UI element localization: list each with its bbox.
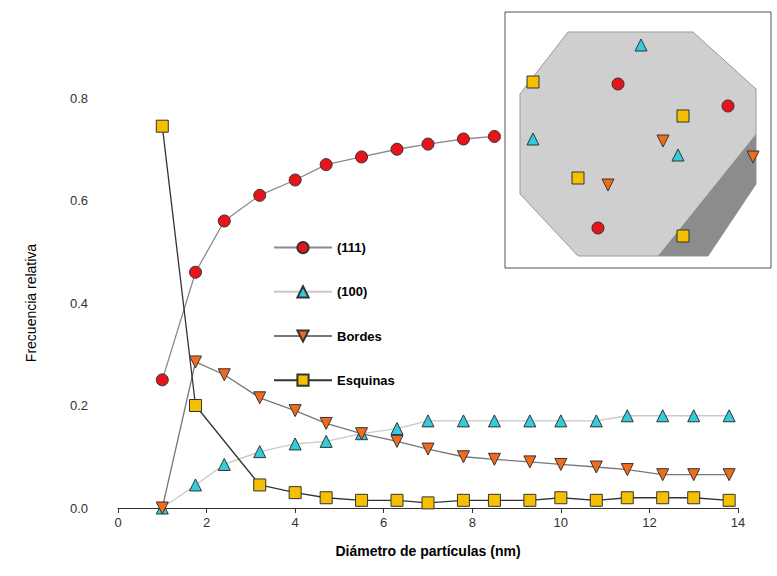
- svg-text:0.2: 0.2: [70, 398, 88, 413]
- svg-text:(111): (111): [337, 240, 366, 255]
- svg-text:Diámetro de partículas (nm): Diámetro de partículas (nm): [335, 543, 520, 559]
- svg-text:2: 2: [203, 515, 210, 530]
- svg-text:Esquinas: Esquinas: [337, 373, 395, 388]
- svg-text:8: 8: [469, 515, 476, 530]
- svg-text:0.4: 0.4: [70, 296, 88, 311]
- svg-text:Bordes: Bordes: [337, 329, 382, 344]
- svg-text:4: 4: [292, 515, 299, 530]
- svg-text:0.8: 0.8: [70, 91, 88, 106]
- svg-text:12: 12: [642, 515, 656, 530]
- svg-text:Frecuencia relativa: Frecuencia relativa: [23, 244, 39, 362]
- svg-text:6: 6: [380, 515, 387, 530]
- svg-text:10: 10: [554, 515, 568, 530]
- svg-text:14: 14: [731, 515, 745, 530]
- svg-text:0: 0: [114, 515, 121, 530]
- svg-text:(100): (100): [337, 284, 367, 299]
- svg-text:0.6: 0.6: [70, 193, 88, 208]
- svg-text:0.0: 0.0: [70, 501, 88, 516]
